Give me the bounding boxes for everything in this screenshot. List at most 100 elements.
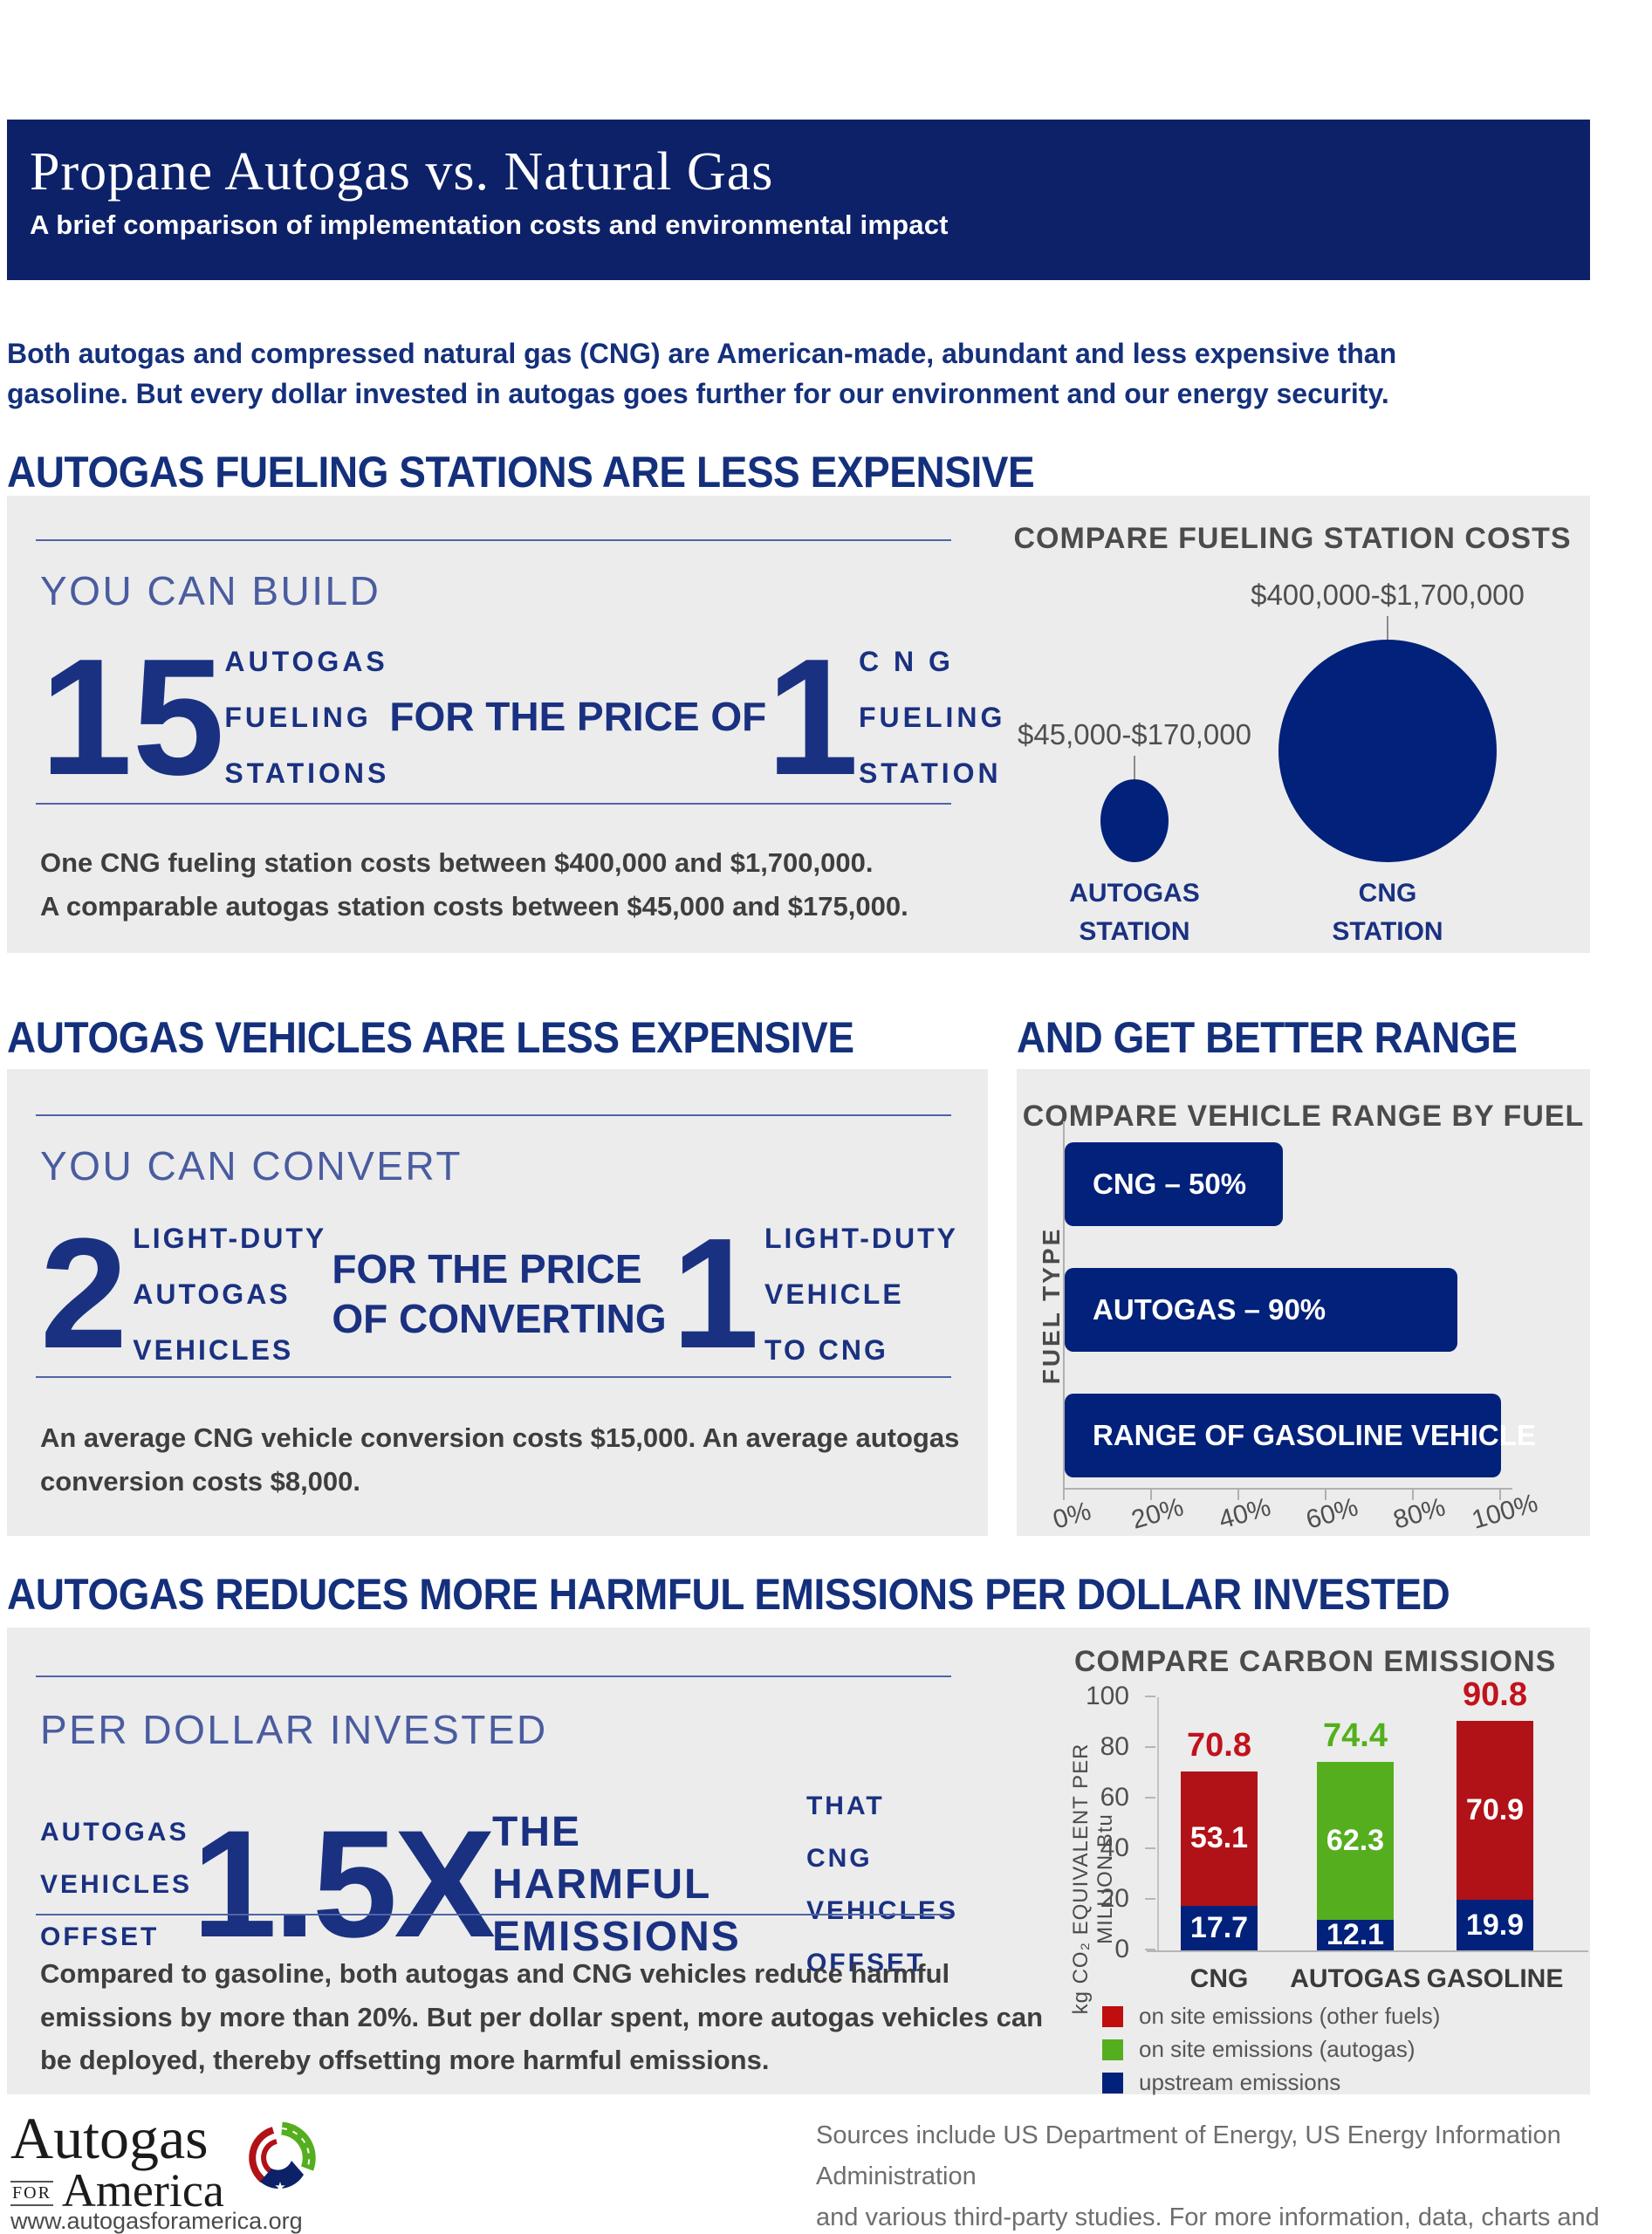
y-tick-mark [1145, 1949, 1155, 1950]
cng-station-bubble [1278, 640, 1497, 862]
gasoline-upstream-value: 19.9 [1465, 1908, 1525, 1942]
legend-swatch-navy [1102, 2072, 1123, 2094]
emissions-bar-autogas: 74.4 62.3 12.1 AUTOGAS [1290, 1697, 1420, 1993]
divider-line [36, 539, 951, 541]
emissions-description: Compared to gasoline, both autogas and C… [40, 1958, 1044, 2076]
logo-word-for: FOR [10, 2180, 53, 2206]
intro-paragraph: Both autogas and compressed natural gas … [7, 338, 1397, 410]
legend-swatch-green [1102, 2039, 1123, 2060]
x-tick-mark [1412, 1488, 1414, 1500]
y-tick-label: 80 [1100, 1732, 1129, 1761]
divider-line [36, 1114, 951, 1116]
x-tick-mark [1325, 1488, 1326, 1500]
emissions-panel: PER DOLLAR INVESTED AUTOGAS VEHICLES OFF… [7, 1628, 1591, 2095]
stations-equation: 15 AUTOGAS FUELING STATIONS FOR THE PRIC… [40, 634, 1002, 801]
y-tick-mark [1145, 1696, 1155, 1697]
section-heading-stations: AUTOGAS FUELING STATIONS ARE LESS EXPENS… [7, 448, 1035, 497]
autogas-for-america-logo: Autogas FOR America ★ [10, 2105, 324, 2217]
gasoline-onsite-value: 70.9 [1465, 1792, 1525, 1826]
logo-word-america: America [61, 2163, 224, 2217]
autogas-upstream-segment: 12.1 [1317, 1918, 1394, 1951]
autogas-category-label: AUTOGAS [1290, 1964, 1421, 1993]
gasoline-upstream-segment: 19.9 [1457, 1900, 1533, 1950]
emissions-y-axis [1157, 1697, 1159, 1950]
page-subtitle: A brief comparison of implementation cos… [30, 209, 949, 241]
divider-line [36, 1914, 951, 1915]
legend-item-upstream: upstream emissions [1102, 2069, 1440, 2096]
legend-label: upstream emissions [1139, 2069, 1341, 2095]
station-costs-chart-title: COMPARE FUELING STATION COSTS [1013, 522, 1572, 555]
autogas-bubble-category-label: AUTOGAS STATION [1069, 879, 1200, 946]
range-chart-y-axis-label: FUEL TYPE [1038, 1226, 1065, 1385]
vehicles-left-stack: LIGHT-DUTY AUTOGAS VEHICLES [133, 1223, 327, 1366]
x-tick-label: 40% [1216, 1492, 1274, 1535]
emissions-chart: COMPARE CARBON EMISSIONS kg CO₂ EQUIVALE… [1050, 1641, 1591, 2095]
logo-emblem-icon: ★ [248, 2121, 316, 2195]
emissions-right-stack: THAT CNG VEHICLES OFFSET [805, 1792, 958, 1977]
section-heading-emissions: AUTOGAS REDUCES MORE HARMFUL EMISSIONS P… [7, 1570, 1450, 1619]
y-tick-label: 20 [1100, 1884, 1129, 1913]
gasoline-total-label: 90.8 [1463, 1676, 1527, 1713]
legend-label: on site emissions (other fuels) [1139, 2003, 1441, 2029]
emissions-bar-gasoline: 90.8 70.9 19.9 GASOLINE [1427, 1676, 1564, 1993]
y-tick-label: 60 [1100, 1783, 1129, 1812]
emissions-chart-title: COMPARE CARBON EMISSIONS [1074, 1645, 1557, 1678]
autogas-onsite-segment: 62.3 [1317, 1762, 1394, 1920]
gasoline-onsite-segment: 70.9 [1457, 1720, 1533, 1901]
website-url: www.autogasforamerica.org [10, 2208, 303, 2234]
cng-bubble-value-label: $400,000-$1,700,000 [1251, 579, 1525, 611]
stations-panel: YOU CAN BUILD 15 AUTOGAS FUELING STATION… [7, 496, 1590, 953]
vehicles-kicker: YOU CAN CONVERT [40, 1143, 463, 1189]
range-chart-title: COMPARE VEHICLE RANGE BY FUEL [1022, 1100, 1585, 1133]
legend-item-onsite-other: on site emissions (other fuels) [1102, 2003, 1440, 2030]
y-tick-label: 0 [1114, 1935, 1129, 1963]
stations-kicker: YOU CAN BUILD [40, 568, 381, 613]
cng-upstream-value: 17.7 [1189, 1910, 1249, 1944]
emissions-bar-cng: 70.8 53.1 17.7 CNG [1181, 1697, 1258, 1993]
autogas-bubble-value-label: $45,000-$170,000 [1018, 718, 1251, 750]
page-title: Propane Autogas vs. Natural Gas [30, 142, 774, 202]
emissions-left-stack: AUTOGAS VEHICLES OFFSET [40, 1818, 193, 1951]
range-bar-gasoline-label: RANGE OF GASOLINE VEHICLE [1093, 1419, 1536, 1451]
emissions-middle-stack: THE HARMFUL EMISSIONS [492, 1809, 741, 1960]
x-tick-label: 100% [1469, 1488, 1541, 1535]
section-heading-vehicles: AUTOGAS VEHICLES ARE LESS EXPENSIVE [7, 1013, 854, 1062]
y-tick-mark [1145, 1746, 1155, 1748]
logo-word-autogas: Autogas [10, 2105, 209, 2171]
section-heading-range: AND GET BETTER RANGE [1017, 1013, 1518, 1062]
vehicles-right-number: 1 [671, 1206, 759, 1381]
emissions-kicker: PER DOLLAR INVESTED [40, 1707, 548, 1752]
y-tick-mark [1145, 1898, 1155, 1900]
header-band: Propane Autogas vs. Natural Gas A brief … [7, 120, 1590, 280]
y-tick-mark [1145, 1797, 1155, 1799]
x-tick-mark [1063, 1488, 1065, 1500]
range-bar-cng-label: CNG – 50% [1093, 1168, 1247, 1200]
x-tick-mark [1499, 1488, 1501, 1500]
cng-bubble-leader-line [1387, 616, 1388, 658]
sources-line-2: and various third-party studies. For mor… [816, 2203, 1600, 2231]
svg-text:★: ★ [274, 2180, 285, 2195]
emissions-chart-plot: 0 20 40 60 80 100 70.8 53.1 [1086, 1676, 1588, 1993]
emissions-legend: on site emissions (other fuels) on site … [1102, 2003, 1440, 2102]
legend-item-onsite-autogas: on site emissions (autogas) [1102, 2036, 1440, 2063]
cng-onsite-segment: 53.1 [1181, 1771, 1258, 1906]
cng-upstream-segment: 17.7 [1181, 1905, 1258, 1950]
divider-line [36, 1376, 951, 1378]
stations-description: One CNG fueling station costs between $4… [40, 847, 908, 922]
x-tick-mark [1150, 1488, 1152, 1500]
divider-line [36, 803, 951, 805]
vehicles-left-number: 2 [40, 1206, 128, 1381]
range-bar-cng: CNG – 50% [1065, 1142, 1283, 1226]
stations-middle-text: FOR THE PRICE OF [389, 694, 767, 740]
range-chart-y-axis [1063, 1121, 1065, 1488]
x-tick-label: 20% [1128, 1492, 1187, 1535]
x-tick-label: 60% [1303, 1492, 1361, 1535]
range-bar-autogas: AUTOGAS – 90% [1065, 1268, 1457, 1352]
cng-bubble-category-label: CNG STATION [1332, 879, 1443, 946]
range-chart-plot: CNG – 50% AUTOGAS – 90% RANGE OF GASOLIN… [1065, 1132, 1536, 1485]
autogas-total-label: 74.4 [1323, 1717, 1388, 1755]
x-tick-label: 0% [1050, 1497, 1094, 1535]
legend-label: on site emissions (autogas) [1139, 2036, 1416, 2062]
vehicles-panel: YOU CAN CONVERT 2 LIGHT-DUTY AUTOGAS VEH… [7, 1069, 988, 1536]
